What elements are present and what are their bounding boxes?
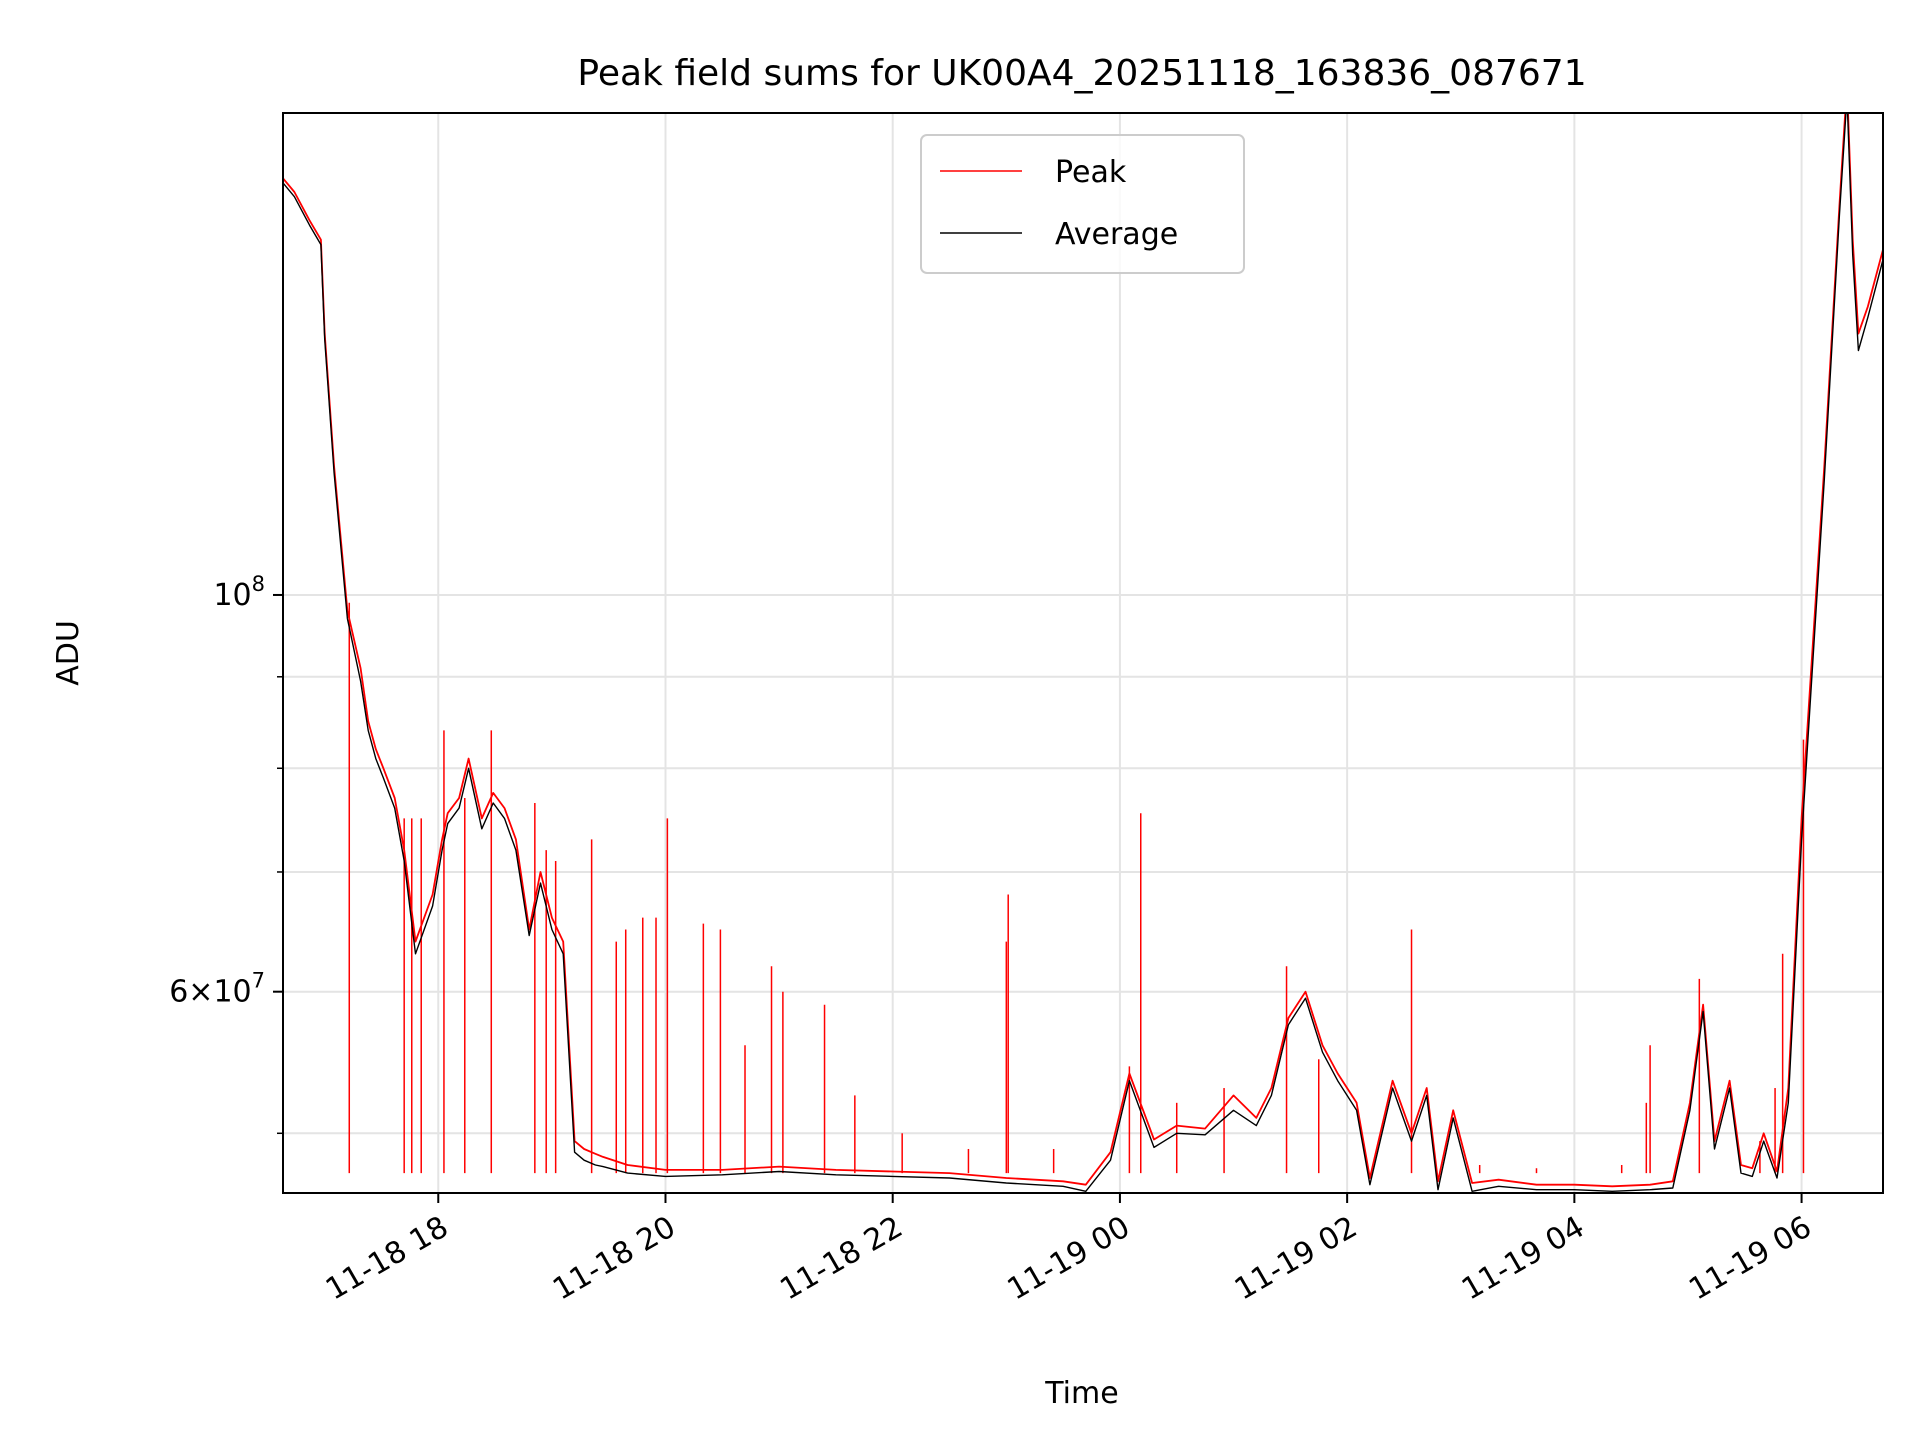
peak-spikes <box>348 602 1805 1174</box>
y-tick-label: 108 <box>213 572 265 613</box>
x-tick-label: 11-18 18 <box>320 1210 454 1308</box>
x-tick-label: 11-19 06 <box>1683 1210 1817 1308</box>
legend-label-peak: Peak <box>1055 155 1127 190</box>
x-tick-label: 11-19 00 <box>1002 1210 1136 1308</box>
x-tick-label: 11-19 04 <box>1456 1210 1590 1308</box>
x-axis-label: Time <box>1044 1376 1118 1411</box>
legend-frame <box>920 134 1245 274</box>
chart-title: Peak field sums for UK00A4_20251118_1638… <box>577 53 1586 94</box>
x-tick-label: 11-18 20 <box>547 1210 681 1308</box>
y-axis-label: ADU <box>51 620 86 686</box>
legend: Peak Average <box>920 134 1245 274</box>
grid-lines <box>283 113 1883 1193</box>
x-tick-label: 11-19 02 <box>1229 1210 1363 1308</box>
y-axis-ticks: 108 6×107 <box>169 572 283 1135</box>
series-line-average <box>283 113 1883 1193</box>
x-axis-ticks: 11-18 18 11-18 20 11-18 22 11-19 00 11-19 02… <box>320 1193 1818 1307</box>
y-tick-label: 6×107 <box>169 969 265 1010</box>
plot-frame <box>282 112 1884 1194</box>
series-line-peak <box>283 113 1883 1188</box>
legend-label-average: Average <box>1055 217 1178 252</box>
x-tick-label: 11-18 22 <box>774 1210 908 1308</box>
